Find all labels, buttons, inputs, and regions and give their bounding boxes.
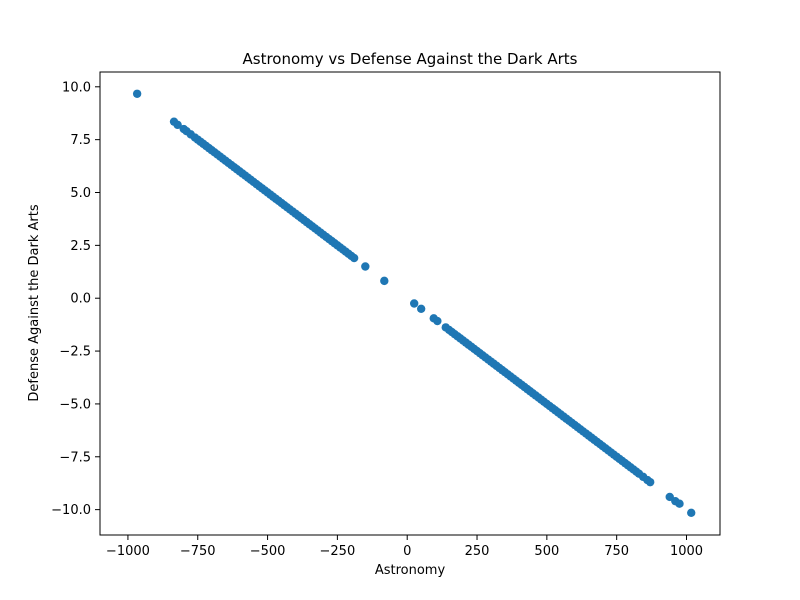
data-point — [675, 499, 684, 508]
y-tick-label: 10.0 — [62, 80, 91, 95]
y-axis-ticks: 10.0 7.5 5.0 2.5 0.0 −2.5 −5.0 −7.5 −10.0 — [51, 80, 100, 518]
y-axis-label: Defense Against the Dark Arts — [27, 204, 42, 401]
x-tick-label: 0 — [403, 544, 411, 559]
x-tick-label: 750 — [604, 544, 629, 559]
data-point — [349, 253, 359, 263]
data-point — [380, 276, 389, 286]
chart-title: Astronomy vs Defense Against the Dark Ar… — [243, 50, 578, 68]
data-point — [687, 508, 696, 517]
x-axis-ticks: −1000 −750 −500 −250 0 250 500 750 1000 — [106, 535, 703, 559]
y-tick-label: 0.0 — [70, 292, 91, 307]
x-tick-label: 250 — [465, 544, 490, 559]
data-point — [361, 262, 370, 271]
x-tick-label: −500 — [250, 544, 286, 559]
data-points — [132, 89, 696, 517]
x-tick-label: 1000 — [670, 544, 703, 559]
data-point — [645, 477, 655, 487]
data-point — [409, 299, 419, 308]
x-tick-label: −1000 — [106, 544, 150, 559]
data-point — [173, 120, 182, 130]
y-tick-label: −10.0 — [51, 503, 91, 518]
y-tick-label: 5.0 — [70, 186, 91, 201]
x-tick-label: −250 — [320, 544, 356, 559]
y-tick-label: −7.5 — [59, 450, 91, 465]
x-tick-label: −750 — [180, 544, 216, 559]
y-tick-label: 2.5 — [70, 239, 91, 254]
data-point — [132, 89, 142, 98]
y-tick-label: −2.5 — [59, 345, 91, 360]
data-point — [416, 304, 426, 313]
x-tick-label: 500 — [534, 544, 559, 559]
y-tick-label: −5.0 — [59, 397, 91, 412]
y-tick-label: 7.5 — [70, 133, 91, 148]
x-axis-label: Astronomy — [375, 563, 446, 578]
plot-frame — [99, 71, 721, 536]
data-point — [433, 316, 442, 326]
